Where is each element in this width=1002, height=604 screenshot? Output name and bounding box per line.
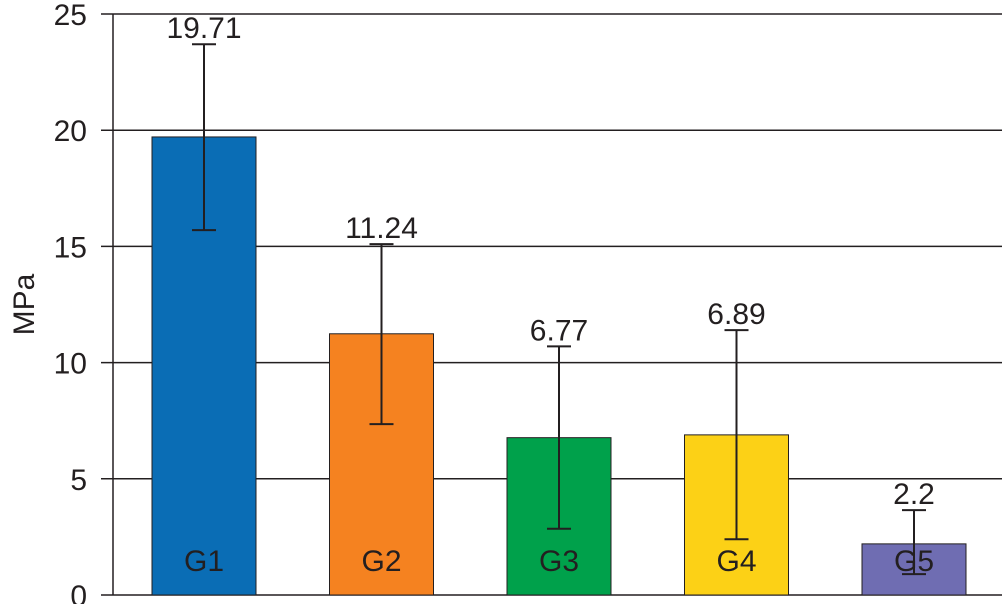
- data-label-g4: 6.89: [707, 298, 765, 331]
- error-bars: [192, 43, 926, 576]
- data-label-g5: 2.2: [893, 478, 935, 511]
- category-label-g5: G5: [894, 545, 934, 578]
- y-tick-label: 0: [70, 580, 87, 604]
- category-label-g2: G2: [361, 545, 401, 578]
- error-bar-g3: [547, 345, 571, 530]
- y-tick-label: 20: [54, 115, 87, 148]
- category-label-g4: G4: [716, 545, 756, 578]
- y-tick-label: 25: [54, 0, 87, 32]
- y-axis-ticks: 0 5 10 15 20 25: [54, 0, 87, 604]
- y-axis-title: MPa: [8, 273, 41, 335]
- error-bar-g5: [902, 509, 926, 576]
- category-label-g3: G3: [539, 545, 579, 578]
- y-tick-label: 5: [70, 464, 87, 497]
- error-bar-g4: [724, 329, 749, 541]
- error-bar-g2: [369, 243, 394, 426]
- y-tick-label: 10: [54, 348, 87, 381]
- data-labels: 19.71 11.24 6.77 6.89 2.2: [166, 12, 934, 511]
- error-bar-g1: [192, 43, 216, 232]
- category-label-g1: G1: [184, 545, 224, 578]
- data-label-g1: 19.71: [166, 12, 241, 45]
- data-label-g3: 6.77: [530, 314, 588, 347]
- category-labels: G1 G2 G3 G4 G5: [184, 545, 934, 578]
- data-label-g2: 11.24: [345, 212, 418, 245]
- y-tick-label: 15: [54, 231, 87, 264]
